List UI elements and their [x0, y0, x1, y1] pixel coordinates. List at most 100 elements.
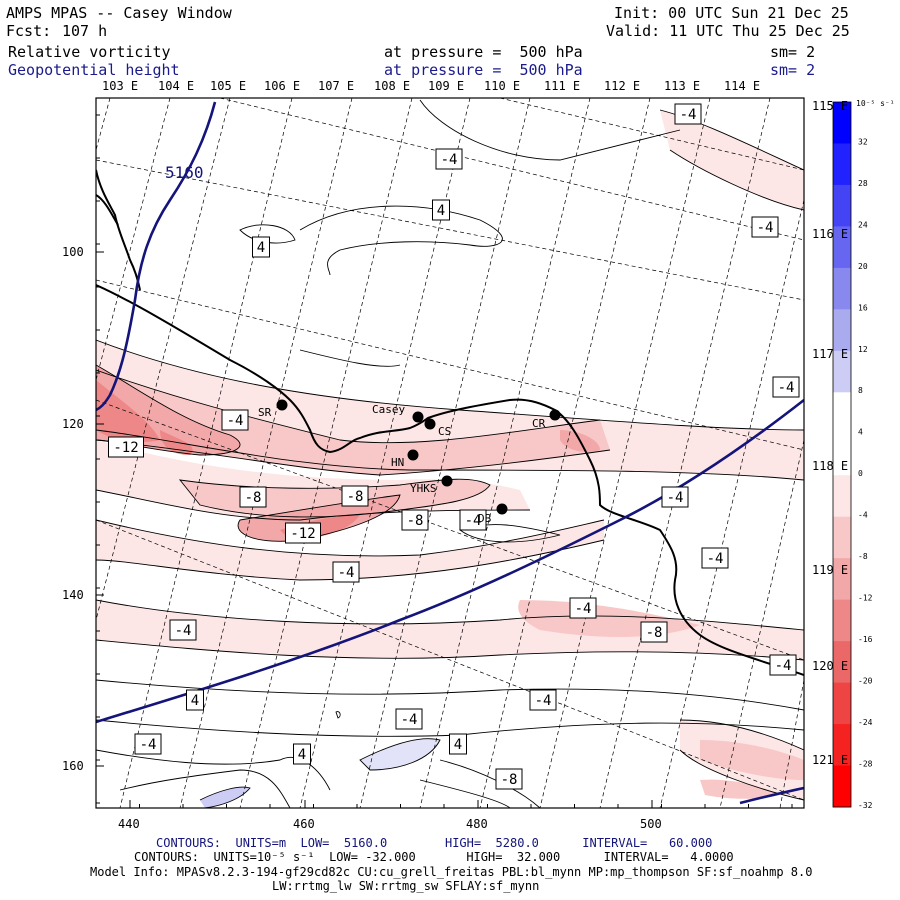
colorbar-tick-label: 4 — [858, 428, 863, 437]
contour-label-text: -4 — [707, 551, 724, 567]
right-lon-label: 119 E — [812, 563, 848, 577]
contour-label-text: -4 — [465, 513, 482, 529]
station-marker — [441, 475, 453, 487]
top-longitude-labels: 103 E 104 E 105 E 106 E 107 E 108 E 109 E 110 E… — [102, 79, 760, 93]
field1-level: at pressure = 500 hPa — [384, 43, 583, 61]
contour-label-box: -4 — [134, 733, 162, 755]
contour-label-text: 4 — [454, 737, 462, 753]
colorbar-tick-label: 8 — [858, 386, 863, 395]
contour-label-box: -4 — [435, 148, 463, 170]
field2-name: Geopotential height — [8, 61, 180, 79]
contour-label-text: -4 — [175, 623, 192, 639]
colorbar-tick-label: -12 — [858, 594, 873, 603]
contour-label-text: 4 — [437, 203, 445, 219]
contour-label-text: -8 — [407, 513, 424, 529]
forecast-hour: 107 h — [62, 22, 108, 40]
colorbar-swatch — [833, 350, 851, 393]
top-lon-label: 112 E — [604, 79, 640, 93]
field1-name: Relative vorticity — [8, 43, 171, 61]
plot-title: AMPS MPAS -- Casey Window — [6, 4, 232, 22]
colorbar-swatch — [833, 724, 851, 767]
colorbar-swatch — [833, 516, 851, 559]
x-tick-label: 480 — [466, 817, 488, 831]
contour-label-box: -4 — [332, 561, 360, 583]
station-label: CR — [532, 417, 546, 430]
footer-model-info: Model Info: MPASv8.2.3-194-gf29cd82c CU:… — [90, 865, 813, 879]
colorbar-tick-label: -32 — [858, 801, 873, 810]
contour-label-text: -8 — [646, 625, 663, 641]
contour-label-text: 4 — [298, 747, 306, 763]
contour-label-box: -4 — [529, 689, 557, 711]
top-lon-label: 108 E — [374, 79, 410, 93]
contour-label-box: -4 — [661, 486, 689, 508]
colorbar-swatch — [833, 475, 851, 518]
contour-label-box: -4 — [459, 509, 487, 531]
top-lon-label: 110 E — [484, 79, 520, 93]
contour-label-box: 4 — [186, 689, 204, 711]
contour-label-box: -8 — [640, 621, 668, 643]
top-lon-label: 114 E — [724, 79, 760, 93]
colorbar-swatch — [833, 765, 851, 808]
field1-smoothing: sm= 2 — [770, 43, 816, 61]
colorbar-swatch — [833, 102, 851, 144]
top-lon-label: 103 E — [102, 79, 138, 93]
colorbar-tick-label: 12 — [858, 345, 868, 354]
right-lon-label: 117 E — [812, 347, 848, 361]
colorbar-swatch — [833, 226, 851, 269]
station-label: SR — [258, 406, 272, 419]
station-marker — [424, 418, 436, 430]
colorbar-swatch — [833, 682, 851, 725]
contour-label-text: -4 — [667, 490, 684, 506]
top-lon-label: 104 E — [158, 79, 194, 93]
contour-label-box: -8 — [401, 509, 429, 531]
valid-time: Valid: 11 UTC Thu 25 Dec 25 — [606, 22, 850, 40]
height-contour-label: 5160 — [165, 163, 204, 182]
station-marker — [549, 409, 561, 421]
station-label: Casey — [372, 403, 405, 416]
contour-label-text: -4 — [227, 413, 244, 429]
x-tick-label: 460 — [293, 817, 315, 831]
top-lon-label: 106 E — [264, 79, 300, 93]
vorticity-shading — [96, 110, 804, 808]
contour-label-box: -4 — [221, 409, 249, 431]
contour-label-box: -8 — [341, 485, 369, 507]
contour-label-text: -4 — [575, 601, 592, 617]
contour-label-text: -8 — [245, 490, 262, 506]
station-label: CS — [438, 425, 451, 438]
contour-label-box: -4 — [772, 376, 800, 398]
contour-label-box: -4 — [674, 103, 702, 125]
field2-level: at pressure = 500 hPa — [384, 61, 583, 79]
contour-label-text: 4 — [257, 240, 265, 256]
colorbar-swatch — [833, 433, 851, 476]
station-marker — [412, 411, 424, 423]
y-tick-label: 140 — [62, 588, 84, 602]
y-tick-label: 160 — [62, 759, 84, 773]
contour-label-text: -8 — [501, 772, 518, 788]
colorbar-tick-label: 32 — [858, 137, 868, 146]
right-lon-label: 118 E — [812, 459, 848, 473]
contour-label-boxes: -4 -4 4 -4 4 -4 -4 -12 -8 -8 -12 -8 -4 -4 -4 -4 -4 -4 -8 -4… — [108, 103, 800, 790]
right-lon-label: 115 E — [812, 99, 848, 113]
init-time: Init: 00 UTC Sun 21 Dec 25 — [614, 4, 849, 22]
contour-label-text: -4 — [401, 712, 418, 728]
contour-label-box: 4 — [432, 199, 450, 221]
coastline — [96, 169, 804, 676]
colorbar-swatch — [833, 641, 851, 684]
contour-label-text: -12 — [113, 440, 138, 456]
right-lon-label: 116 E — [812, 227, 848, 241]
station-label: DB — [478, 512, 492, 525]
colorbar-tick-label: 28 — [858, 179, 868, 188]
top-lon-label: 109 E — [428, 79, 464, 93]
stations-layer: SR Casey CS HN CR YHKS DB — [258, 399, 561, 525]
colorbar-unit: 10⁻⁵ s⁻¹ — [856, 99, 895, 108]
colorbar-frame — [832, 101, 852, 808]
colorbar-swatch — [833, 599, 851, 642]
contour-label-box: -12 — [285, 522, 321, 544]
contour-label-text: -4 — [680, 107, 697, 123]
colorbar-tick-label: -24 — [858, 718, 873, 727]
colorbar-swatch — [833, 184, 851, 227]
colorbar: 32 28 24 20 16 12 8 4 0 -4 -8 -12 -16 -20 -24 -28 -32 — [832, 101, 873, 810]
colorbar-swatch — [833, 267, 851, 310]
contour-label-text: -12 — [290, 526, 315, 542]
colorbar-swatch — [833, 392, 851, 435]
